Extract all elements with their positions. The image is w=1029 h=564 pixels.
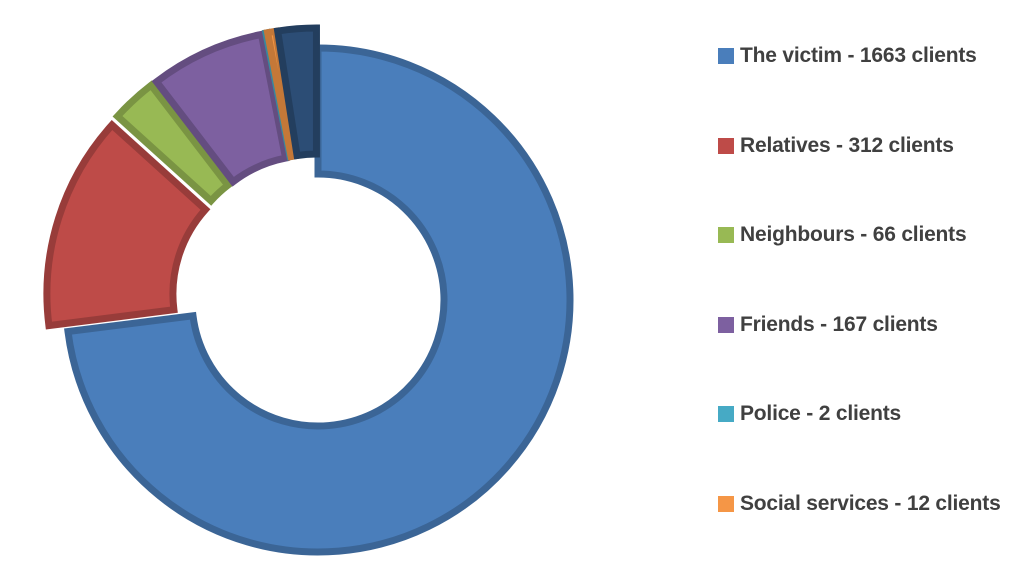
legend-item-friends: Friends - 167 clients	[718, 313, 938, 337]
legend-swatch	[718, 316, 734, 333]
slice-unlabeled-6	[273, 24, 320, 160]
legend-swatch	[718, 137, 734, 154]
legend-item-the-victim: The victim - 1663 clients	[718, 44, 977, 68]
slice-friends	[151, 30, 290, 187]
slice-neighbours	[112, 80, 233, 206]
legend-label: Neighbours - 66 clients	[740, 223, 967, 247]
slice-the-victim	[64, 44, 574, 556]
legend-item-relatives: Relatives - 312 clients	[718, 134, 954, 158]
legend-label: Police - 2 clients	[740, 402, 901, 426]
legend-item-social-services: Social services - 12 clients	[718, 492, 1001, 516]
legend-swatch	[718, 48, 734, 64]
legend-item-police: Police - 2 clients	[718, 402, 901, 426]
legend-swatch	[718, 227, 734, 244]
legend-label: Social services - 12 clients	[740, 492, 1001, 515]
legend-label: Relatives - 312 clients	[740, 133, 954, 157]
legend-item-neighbours: Neighbours - 66 clients	[718, 223, 967, 247]
legend-swatch	[718, 496, 734, 512]
slice-relatives	[43, 120, 211, 330]
legend-label: The victim - 1663 clients	[740, 44, 977, 67]
legend-label: Friends - 167 clients	[740, 312, 938, 336]
legend-swatch	[718, 406, 734, 423]
